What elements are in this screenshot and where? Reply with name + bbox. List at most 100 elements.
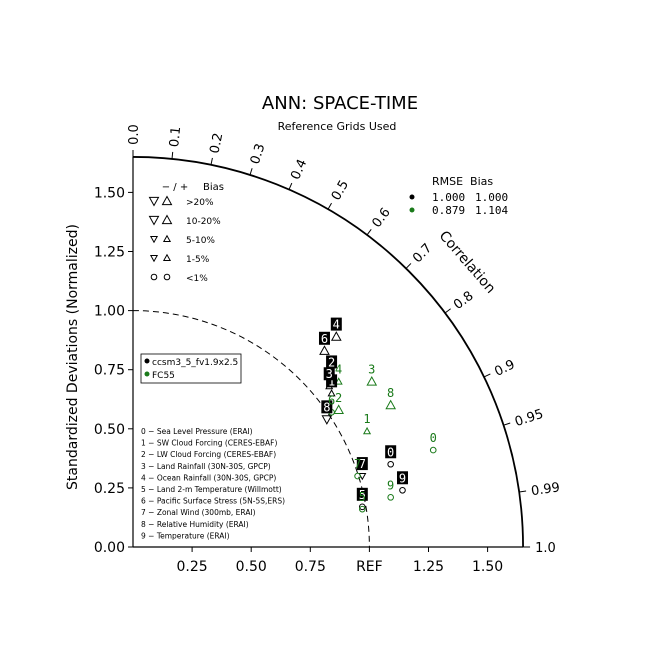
data-point-label: 4 [333, 318, 340, 332]
correlation-tick-label: 0.1 [167, 126, 184, 148]
correlation-tick-label: 0.5 [329, 178, 352, 203]
bias-legend-sign-header: − / + [162, 182, 188, 193]
triangle-down-marker [149, 254, 159, 263]
correlation-axis-label: Correlation [436, 228, 499, 297]
x-tick-label: 0.50 [236, 559, 267, 575]
correlation-tick-label: 0.2 [208, 132, 227, 155]
correlation-tick-mark [327, 202, 332, 210]
data-point-label: 3 [368, 363, 375, 377]
variable-legend-item: 6 − Pacific Surface Stress (5N-5S,ERS) [141, 497, 285, 506]
rmse-legend-rmse: 0.879 [432, 204, 465, 217]
correlation-tick-label: 0.3 [248, 142, 269, 166]
correlation-tick-label: 0.95 [513, 407, 545, 430]
y-tick-label: 0.25 [94, 481, 125, 497]
data-point-label: 8 [387, 386, 394, 400]
correlation-tick-label: 1.0 [535, 541, 556, 556]
data-point-label: 6 [321, 332, 328, 346]
triangle-up-marker [385, 399, 397, 410]
variable-legend-item: 1 − SW Cloud Forcing (CERES-EBAF) [141, 439, 277, 448]
data-point-label: 2 [328, 355, 335, 369]
variable-legend-item: 3 − Land Rainfall (30N-30S, GPCP) [141, 462, 271, 471]
correlation-tick-mark [249, 168, 253, 176]
bias-legend-label: 10-20% [186, 217, 221, 227]
case-legend-name: ccsm3_5_fv1.9x2.5 [152, 358, 238, 368]
correlation-tick-mark [366, 229, 372, 236]
reference-arc [132, 310, 370, 548]
triangle-up-marker [319, 345, 330, 355]
variable-legend-item: 0 − Sea Level Pressure (ERAI) [141, 427, 253, 436]
data-markers [319, 331, 437, 513]
data-point-label: 3 [326, 367, 333, 381]
triangle-up-marker [362, 426, 372, 435]
data-label-box [318, 331, 330, 345]
data-label-box [323, 367, 335, 381]
variable-legend-item: 9 − Temperature (ERAI) [141, 531, 230, 540]
bias-legend-label: <1% [186, 274, 208, 284]
variable-legend-item: 2 − LW Cloud Forcing (CERES-EBAF) [141, 450, 276, 459]
case-legend-box [140, 353, 242, 384]
bias-legend-label: >20% [186, 198, 214, 208]
variable-legend-item: 8 − Relative Humidity (ERAI) [141, 520, 249, 529]
triangle-down-marker [148, 215, 160, 226]
rmse-legend-rmse: 1.000 [432, 191, 465, 204]
circle-marker [387, 494, 394, 501]
circle-marker [150, 273, 158, 281]
correlation-tick-label: 0.0 [127, 124, 142, 145]
data-label-box [356, 457, 368, 471]
plot-frame [132, 156, 524, 548]
chart-title: ANN: SPACE-TIME [262, 93, 418, 114]
outer-arc [132, 156, 524, 548]
data-point-label: 7 [354, 457, 361, 471]
triangle-up-marker [327, 389, 336, 397]
case-legend-dot [144, 358, 150, 364]
rmse-legend-header: RMSE Bias [432, 175, 493, 188]
data-point-label: 6 [328, 393, 335, 407]
y-tick-label: 0.75 [94, 363, 125, 379]
correlation-tick-label: 0.8 [451, 289, 477, 313]
triangle-up-marker [330, 331, 342, 341]
correlation-tick-mark [444, 308, 451, 314]
correlation-tick-mark [171, 151, 174, 159]
correlation-tick-label: 0.9 [492, 357, 517, 380]
variable-legend: 0 − Sea Level Pressure (ERAI) 1 − SW Clou… [141, 427, 285, 540]
chart-subtitle: Reference Grids Used [278, 120, 397, 133]
correlation-tick-mark [503, 422, 511, 426]
correlation-tick-label: 0.99 [530, 480, 561, 499]
circle-marker [387, 460, 394, 468]
data-label-box [330, 317, 342, 331]
y-tick-label: 1.00 [94, 304, 125, 320]
rmse-legend-dot [409, 194, 415, 200]
variable-legend-item: 4 − Ocean Rainfall (30N-30S, GPCP) [141, 473, 276, 482]
data-point-label: 5 [359, 488, 366, 502]
x-tick-label: 1.25 [413, 559, 444, 575]
triangle-up-marker [162, 253, 172, 262]
x-tick-label: 1.50 [472, 559, 503, 575]
rmse-legend-bias: 1.104 [475, 204, 508, 217]
data-point-label: 9 [387, 478, 394, 492]
variable-legend-item: 7 − Zonal Wind (300mb, ERAI) [141, 508, 256, 517]
circle-marker [359, 505, 366, 513]
case-legend-dot [144, 371, 150, 377]
data-label-box [396, 471, 408, 485]
triangle-up-marker [161, 195, 173, 206]
triangle-up-marker [162, 234, 172, 243]
correlation-tick-label: 0.7 [410, 241, 435, 266]
triangle-down-marker [149, 235, 159, 244]
rmse-legend-bias: 1.000 [475, 191, 508, 204]
triangle-up-marker [366, 375, 378, 386]
data-point-label: 9 [399, 471, 406, 485]
case-legend-name: FC55 [152, 371, 175, 381]
data-label-box [326, 374, 338, 388]
data-point-label: 0 [387, 445, 394, 459]
bias-legend-bias-header: Bias [203, 182, 224, 193]
correlation-tick-mark [405, 263, 412, 269]
data-label-box [326, 355, 338, 369]
data-point-label: 1 [328, 374, 335, 388]
triangle-down-marker [148, 196, 160, 207]
correlation-tick-mark [288, 182, 293, 190]
data-point-label: 1 [363, 412, 370, 426]
triangle-down-marker [321, 415, 333, 425]
